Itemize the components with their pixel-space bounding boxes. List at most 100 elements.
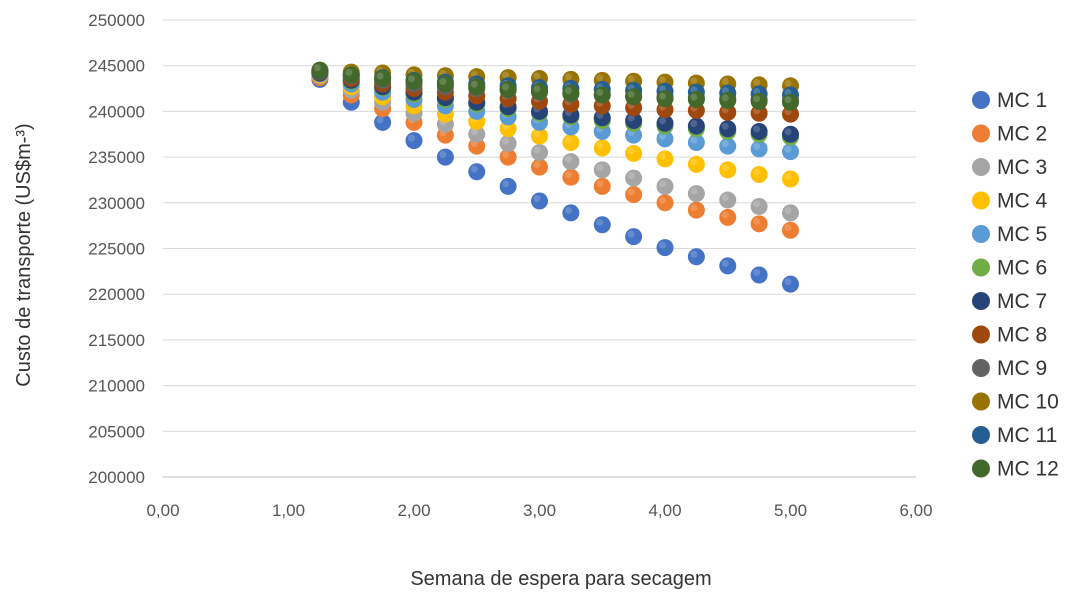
y-tick-label: 205000 (88, 422, 145, 441)
data-point-highlight (596, 163, 604, 171)
data-point (782, 105, 799, 123)
data-point-highlight (659, 132, 666, 140)
data-point (562, 153, 580, 171)
data-point (562, 204, 580, 222)
data-point (656, 177, 674, 195)
data-point-highlight (470, 128, 478, 136)
y-tick-label: 200000 (88, 468, 145, 487)
data-point (782, 125, 799, 143)
data-point-highlight (721, 211, 729, 219)
data-point (719, 137, 737, 155)
legend-label: MC 12 (997, 458, 1059, 481)
data-point (436, 148, 454, 166)
data-point (625, 144, 643, 162)
x-axis-title: Semana de espera para secagem (410, 568, 711, 590)
data-point (593, 109, 611, 127)
data-point (750, 197, 768, 215)
x-tick-label: 5,00 (774, 501, 807, 520)
legend-label: MC 7 (997, 290, 1047, 313)
y-tick-labels: 200000 205000 210000 215000 220000 225000 2300… (88, 11, 145, 487)
y-tick-label: 230000 (88, 194, 145, 213)
data-point-highlight (753, 142, 761, 150)
x-tick-labels: 0,00 1,00 2,00 3,00 4,00 5,00 6,00 (146, 501, 932, 520)
data-point (499, 148, 517, 166)
data-point-highlight (596, 218, 604, 226)
data-point (499, 134, 517, 152)
legend-label: MC 2 (997, 123, 1047, 146)
data-point-highlight (784, 278, 792, 286)
data-point (531, 192, 548, 210)
data-points (311, 61, 799, 293)
legend-marker (972, 426, 990, 444)
data-point-highlight (690, 77, 698, 85)
data-point (687, 155, 705, 173)
data-point-highlight (721, 122, 729, 130)
data-point-highlight (502, 137, 510, 145)
legend-marker (972, 91, 990, 109)
data-point-highlight (690, 93, 698, 101)
data-point (782, 221, 799, 239)
data-point-highlight (627, 90, 635, 98)
data-point (656, 114, 674, 132)
legend-label: MC 4 (997, 190, 1047, 213)
data-point (625, 169, 643, 187)
data-point (687, 133, 705, 151)
data-point (687, 248, 705, 266)
data-point (562, 84, 580, 102)
data-point-highlight (596, 180, 604, 188)
y-tick-label: 220000 (88, 285, 145, 304)
data-point-highlight (533, 161, 541, 169)
data-point-highlight (564, 136, 572, 144)
data-point (342, 66, 360, 84)
legend-marker (972, 292, 990, 310)
data-point-highlight (690, 120, 698, 128)
data-point (750, 215, 768, 233)
data-point-highlight (502, 151, 510, 159)
data-point (499, 177, 517, 195)
data-point (750, 266, 768, 284)
legend-marker (972, 225, 990, 243)
data-point-highlight (721, 140, 729, 148)
data-point-highlight (721, 77, 729, 85)
data-point-highlight (721, 94, 729, 102)
data-point (750, 165, 768, 183)
data-point-highlight (721, 163, 729, 171)
data-point (656, 239, 674, 257)
data-point-highlight (596, 141, 604, 149)
data-point-highlight (627, 147, 635, 155)
legend-label: MC 8 (997, 324, 1047, 347)
data-point (625, 126, 643, 144)
data-point-highlight (345, 68, 353, 76)
data-point (562, 168, 580, 186)
legend-label: MC 11 (997, 424, 1057, 447)
data-point-highlight (753, 269, 761, 277)
data-point-highlight (376, 116, 384, 124)
data-point (531, 158, 548, 176)
data-point-highlight (564, 171, 572, 179)
data-point-highlight (502, 180, 510, 188)
data-point-highlight (470, 80, 478, 88)
data-point-highlight (753, 95, 761, 103)
data-point-highlight (721, 259, 729, 267)
legend-label: MC 5 (997, 223, 1047, 246)
data-point (468, 163, 486, 181)
data-point-highlight (753, 217, 761, 225)
data-point-highlight (376, 72, 384, 80)
data-point-highlight (753, 168, 761, 176)
data-point (782, 93, 799, 111)
data-point (750, 123, 768, 141)
data-point (468, 125, 486, 143)
data-point-highlight (659, 76, 666, 84)
data-point-highlight (784, 128, 792, 136)
data-point-highlight (659, 180, 666, 188)
y-axis-title: Custo de transporte (US$m-³) (13, 123, 35, 386)
data-point-highlight (721, 194, 729, 202)
data-point-highlight (564, 87, 572, 95)
legend-label: MC 9 (997, 357, 1047, 380)
data-point-highlight (659, 117, 666, 125)
x-tick-label: 4,00 (648, 501, 681, 520)
data-point-highlight (596, 74, 604, 82)
data-point-highlight (470, 165, 478, 173)
x-tick-label: 6,00 (899, 501, 932, 520)
